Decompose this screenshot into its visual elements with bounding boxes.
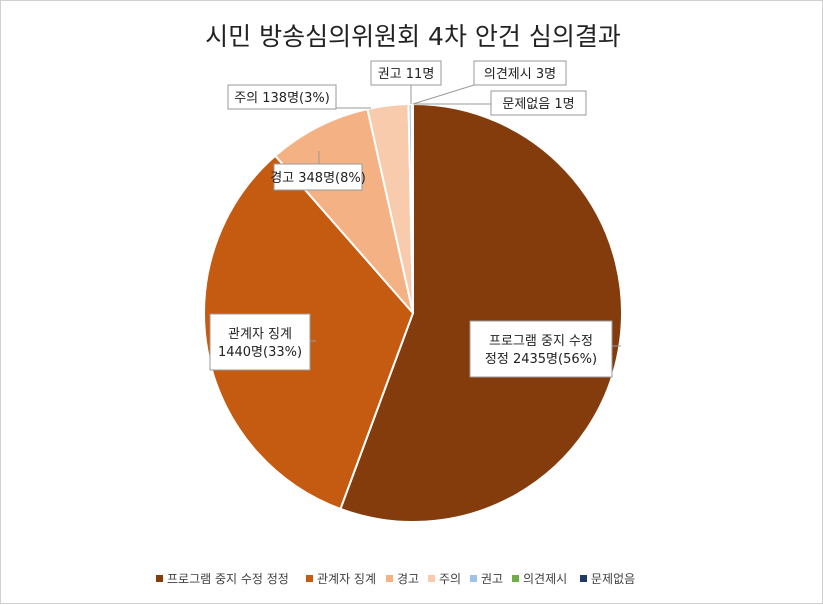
label-box — [210, 314, 310, 370]
legend-item-slice-2: 관계자 징계 — [306, 572, 376, 586]
legend-item-slice-5: 권고 — [470, 572, 503, 586]
data-label-text: 1440명(33%) — [218, 345, 302, 360]
data-label-text: 주의 138명(3%) — [234, 91, 330, 106]
legend-swatch — [428, 575, 435, 582]
legend-item-slice-1: 프로그램 중지 수정 정정 — [156, 572, 289, 586]
legend-label: 문제없음 — [591, 572, 635, 586]
legend-label: 의견제시 — [523, 572, 567, 586]
data-label-text: 정정 2435명(56%) — [485, 352, 597, 367]
label-box — [470, 321, 612, 377]
legend: 프로그램 중지 수정 정정 관계자 징계 경고 주의 권고 의견제시 문제없음 — [156, 572, 635, 586]
data-label-text: 관계자 징계 — [228, 327, 292, 342]
legend-item-slice-7: 문제없음 — [580, 572, 635, 586]
data-label-text: 문제없음 1명 — [502, 97, 574, 112]
legend-item-slice-4: 주의 — [428, 572, 461, 586]
legend-label: 주의 — [439, 572, 461, 586]
chart-title: 시민 방송심의위원회 4차 안건 심의결과 — [205, 22, 621, 51]
legend-swatch — [386, 575, 393, 582]
data-label-text: 프로그램 중지 수정 — [489, 334, 593, 349]
data-label-slice-5: 권고 11명 — [371, 61, 441, 104]
legend-label: 관계자 징계 — [317, 572, 376, 586]
data-label-slice-2: 관계자 징계 1440명(33%) — [210, 314, 316, 370]
legend-swatch — [512, 575, 519, 582]
legend-swatch — [580, 575, 587, 582]
data-label-text: 의견제시 3명 — [484, 67, 556, 82]
leader-line — [413, 85, 474, 104]
pie-slices — [204, 104, 622, 522]
legend-label: 경고 — [397, 572, 419, 586]
data-label-slice-4: 주의 138명(3%) — [228, 85, 371, 109]
data-label-text: 경고 348명(8%) — [270, 171, 366, 186]
legend-label: 권고 — [481, 572, 503, 586]
legend-swatch — [156, 575, 163, 582]
legend-item-slice-6: 의견제시 — [512, 572, 567, 586]
data-label-text: 권고 11명 — [378, 67, 435, 82]
legend-swatch — [470, 575, 477, 582]
legend-swatch — [306, 575, 313, 582]
legend-item-slice-3: 경고 — [386, 572, 419, 586]
legend-label: 프로그램 중지 수정 정정 — [167, 572, 289, 586]
